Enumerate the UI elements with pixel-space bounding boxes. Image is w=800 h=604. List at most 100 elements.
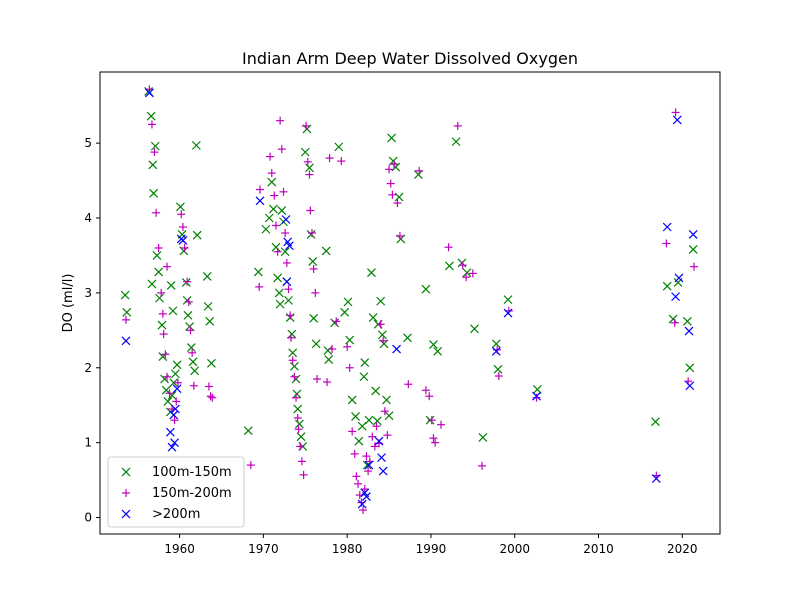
data-point bbox=[253, 267, 263, 277]
data-point bbox=[267, 177, 277, 187]
data-point bbox=[433, 346, 443, 356]
data-point bbox=[462, 268, 472, 278]
data-point bbox=[167, 442, 177, 452]
data-point bbox=[368, 313, 378, 323]
data-point bbox=[181, 277, 191, 287]
data-point bbox=[340, 307, 350, 317]
data-point bbox=[306, 206, 315, 215]
data-point bbox=[177, 210, 186, 219]
data-point bbox=[292, 389, 302, 399]
data-point bbox=[444, 261, 454, 271]
y-tick-label: 0 bbox=[84, 511, 92, 525]
data-point bbox=[672, 115, 682, 125]
data-point bbox=[321, 246, 331, 256]
data-point bbox=[651, 417, 660, 427]
data-point bbox=[165, 389, 174, 398]
legend: 100m-150m 150m-200m >200m bbox=[107, 456, 245, 528]
legend-marker bbox=[121, 467, 131, 477]
data-point bbox=[168, 306, 178, 316]
data-point bbox=[462, 273, 471, 282]
legend-marker bbox=[122, 489, 130, 497]
data-point bbox=[311, 339, 321, 349]
data-point bbox=[491, 339, 501, 349]
data-point bbox=[670, 318, 679, 327]
data-point bbox=[271, 221, 280, 230]
data-point bbox=[662, 281, 672, 291]
data-point bbox=[688, 245, 698, 254]
data-point bbox=[376, 296, 386, 306]
data-point bbox=[192, 230, 202, 240]
data-point bbox=[393, 199, 402, 208]
data-point bbox=[323, 346, 333, 355]
data-point bbox=[387, 133, 396, 143]
data-point bbox=[390, 160, 399, 169]
data-point bbox=[690, 262, 699, 271]
data-point bbox=[243, 426, 253, 436]
y-tick-label: 1 bbox=[84, 436, 92, 450]
data-point bbox=[478, 432, 488, 442]
data-point bbox=[274, 288, 284, 298]
data-point bbox=[266, 152, 275, 161]
data-point bbox=[287, 329, 297, 339]
data-point bbox=[186, 326, 195, 335]
data-point bbox=[264, 213, 274, 223]
data-point bbox=[155, 293, 164, 303]
data-point bbox=[453, 121, 462, 130]
data-point bbox=[671, 292, 681, 302]
data-point bbox=[685, 363, 695, 373]
x-tick-label: 2020 bbox=[667, 542, 698, 556]
data-point bbox=[323, 377, 332, 386]
data-point bbox=[362, 452, 371, 461]
data-point bbox=[256, 185, 265, 194]
data-point bbox=[273, 273, 283, 283]
data-point bbox=[392, 344, 402, 354]
data-point bbox=[491, 346, 501, 356]
data-point bbox=[348, 427, 357, 436]
data-point bbox=[308, 257, 318, 266]
data-point bbox=[284, 295, 293, 305]
data-point bbox=[170, 369, 180, 379]
data-point bbox=[170, 404, 180, 414]
data-point bbox=[350, 449, 359, 458]
data-point bbox=[394, 192, 404, 202]
data-point bbox=[343, 342, 352, 351]
data-point bbox=[309, 313, 319, 323]
data-point bbox=[288, 348, 298, 358]
data-point bbox=[120, 290, 130, 300]
data-point bbox=[170, 416, 179, 425]
data-point bbox=[189, 381, 198, 390]
data-point bbox=[684, 326, 694, 336]
y-tick-label: 2 bbox=[84, 361, 92, 375]
data-point bbox=[121, 336, 131, 346]
x-axis: 1960 1970 1980 1990 2000 2010 2020 bbox=[164, 534, 698, 556]
data-point bbox=[313, 375, 321, 384]
data-point bbox=[288, 356, 297, 365]
x-tick-label: 1990 bbox=[416, 542, 447, 556]
data-point bbox=[451, 137, 461, 147]
data-point bbox=[165, 427, 175, 437]
data-point bbox=[376, 320, 385, 329]
data-point bbox=[367, 268, 376, 278]
data-point bbox=[284, 285, 293, 294]
data-point bbox=[378, 466, 388, 476]
y-tick-label: 4 bbox=[84, 211, 92, 225]
data-point bbox=[328, 345, 337, 354]
data-point bbox=[384, 411, 394, 421]
data-point bbox=[121, 315, 130, 324]
data-point bbox=[357, 499, 367, 509]
data-point bbox=[163, 262, 172, 271]
data-point bbox=[351, 412, 360, 421]
data-point bbox=[395, 231, 404, 240]
data-point bbox=[163, 397, 173, 406]
data-point bbox=[255, 196, 265, 206]
data-point bbox=[364, 460, 374, 470]
data-point bbox=[309, 264, 318, 273]
data-point bbox=[468, 269, 477, 278]
data-point bbox=[444, 243, 453, 252]
data-point bbox=[205, 316, 215, 326]
data-point bbox=[377, 330, 387, 340]
data-point bbox=[359, 506, 368, 515]
data-point bbox=[337, 157, 346, 166]
data-point bbox=[311, 288, 320, 297]
